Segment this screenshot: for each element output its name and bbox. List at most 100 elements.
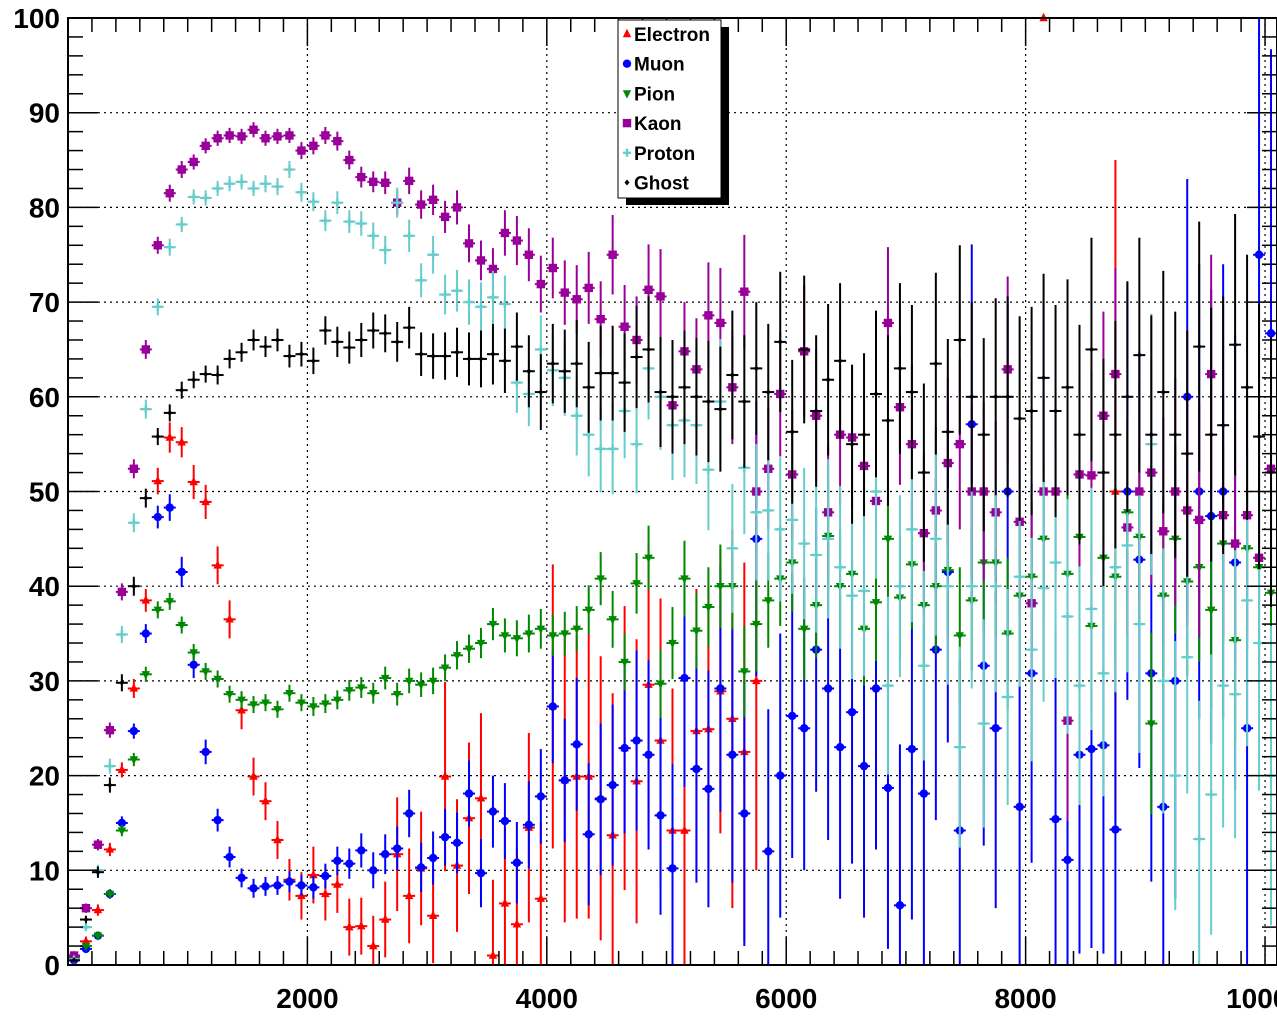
data-point: [273, 706, 282, 715]
data-point: [452, 652, 462, 661]
data-point: [153, 606, 162, 616]
data-point: [837, 357, 843, 364]
data-point: [550, 360, 556, 367]
data-point: [740, 668, 749, 677]
data-point: [895, 582, 904, 591]
data-point: [177, 621, 186, 631]
data-point: [752, 620, 761, 630]
data-point: [907, 525, 916, 534]
data-point: [285, 165, 294, 174]
data-point: [237, 177, 246, 186]
data-point: [297, 146, 306, 155]
data-point: [488, 807, 498, 816]
data-point: [1184, 450, 1190, 457]
data-point: [404, 809, 414, 818]
data-point: [847, 707, 857, 717]
data-point: [861, 431, 867, 438]
data-point: [1208, 431, 1214, 438]
data-point: [859, 761, 869, 771]
data-point: [297, 881, 306, 890]
data-point: [81, 942, 91, 952]
data-point: [261, 882, 270, 891]
data-point: [191, 376, 197, 383]
data-point: [141, 629, 151, 638]
data-point: [1148, 431, 1154, 438]
data-point: [1196, 343, 1202, 350]
legend-marker: [622, 118, 632, 128]
data-point: [512, 858, 522, 867]
data-point: [1183, 653, 1192, 662]
data-point: [1051, 814, 1060, 824]
data-point: [213, 184, 222, 193]
data-point: [141, 345, 151, 354]
data-point: [536, 625, 546, 635]
data-point: [453, 286, 462, 295]
data-point: [799, 724, 809, 733]
data-point: [440, 664, 450, 673]
data-point: [668, 639, 677, 649]
data-point: [981, 431, 987, 438]
data-point: [381, 246, 390, 255]
data-point: [1065, 384, 1071, 391]
data-point: [452, 203, 462, 212]
data-point: [1100, 469, 1106, 476]
data-point: [634, 354, 640, 361]
data-point: [943, 582, 952, 591]
data-point: [560, 776, 569, 785]
data-point: [357, 219, 366, 228]
data-point: [1087, 471, 1096, 480]
data-point: [189, 649, 198, 658]
y-tick-label: 30: [29, 666, 60, 697]
data-point: [680, 575, 689, 584]
legend-label: Electron: [634, 25, 710, 46]
data-point: [119, 679, 125, 686]
data-point: [668, 864, 677, 873]
data-point: [969, 393, 975, 400]
data-point: [740, 287, 749, 296]
data-point: [835, 742, 845, 752]
data-point: [309, 883, 318, 892]
data-point: [789, 428, 795, 435]
data-point: [333, 879, 342, 888]
data-point: [526, 368, 532, 375]
legend-box: [617, 19, 722, 199]
data-point: [107, 782, 113, 789]
data-point: [440, 771, 450, 780]
series-ghost: [68, 214, 1277, 964]
data-point: [285, 877, 294, 886]
data-point: [417, 276, 426, 285]
data-point: [225, 614, 234, 623]
data-point: [921, 469, 927, 476]
data-point: [358, 336, 364, 343]
data-point: [1256, 433, 1262, 440]
data-point: [382, 330, 388, 337]
data-point: [681, 384, 687, 391]
data-point: [285, 131, 294, 140]
data-point: [153, 475, 162, 485]
data-point: [117, 818, 127, 828]
data-point: [153, 512, 162, 522]
data-point: [1087, 604, 1096, 613]
data-point: [788, 515, 797, 524]
data-point: [476, 302, 485, 311]
data-point: [227, 355, 233, 362]
data-point: [261, 179, 270, 188]
data-point: [860, 586, 869, 595]
data-point: [428, 853, 438, 863]
data-point: [1005, 393, 1011, 400]
data-point: [333, 856, 342, 866]
data-point: [1230, 539, 1240, 548]
data-point: [357, 920, 366, 930]
data-point: [1029, 408, 1035, 415]
data-point: [584, 830, 593, 839]
data-point: [909, 389, 915, 396]
data-point: [129, 726, 139, 736]
data-point: [490, 351, 496, 358]
data-point: [728, 750, 737, 759]
data-point: [153, 302, 162, 311]
data-point: [105, 762, 114, 771]
data-point: [562, 368, 568, 375]
data-point: [440, 212, 450, 222]
data-point: [429, 250, 438, 259]
data-point: [131, 583, 137, 590]
